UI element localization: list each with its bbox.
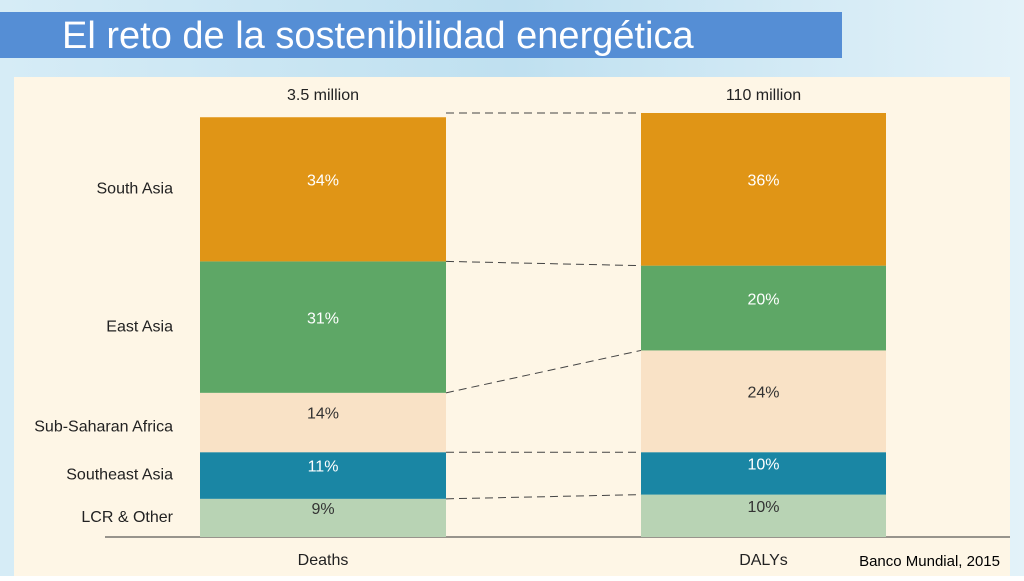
connector (445, 349, 642, 394)
value-label: 11% (308, 459, 339, 476)
legend-label: Southeast Asia (66, 467, 173, 484)
value-label: 10% (747, 499, 779, 516)
bar-segment (641, 452, 886, 495)
bar-segment (200, 452, 446, 499)
bar-segment (200, 392, 446, 453)
bar-segment (200, 261, 446, 393)
legend-label: South Asia (97, 181, 174, 198)
value-label: 34% (307, 173, 339, 190)
value-label: 31% (307, 310, 339, 327)
connector (445, 494, 642, 500)
bar-segment (200, 498, 446, 537)
title-banner (0, 12, 842, 58)
value-label: 9% (311, 501, 334, 518)
value-label: 14% (307, 406, 339, 423)
total-label: 110 million (726, 87, 801, 104)
x-tick-label: DALYs (739, 552, 788, 569)
bar-segment (641, 350, 886, 453)
value-label: 10% (747, 457, 779, 474)
legend-label: Sub-Saharan Africa (34, 419, 173, 436)
source: Banco Mundial, 2015 (859, 553, 1000, 570)
value-label: 36% (747, 173, 779, 190)
value-label: 20% (747, 291, 779, 308)
connector (445, 260, 642, 267)
bar-segment (200, 117, 446, 262)
bar-segment (641, 113, 886, 266)
x-tick-label: Deaths (298, 552, 349, 569)
bar-segment (641, 494, 886, 537)
total-label: 3.5 million (287, 87, 359, 104)
legend-label: East Asia (106, 318, 173, 335)
value-label: 24% (747, 385, 779, 402)
slide-title: El reto de la sostenibilidad energética (62, 15, 694, 57)
legend-label: LCR & Other (81, 509, 173, 526)
bar-segment (641, 265, 886, 351)
